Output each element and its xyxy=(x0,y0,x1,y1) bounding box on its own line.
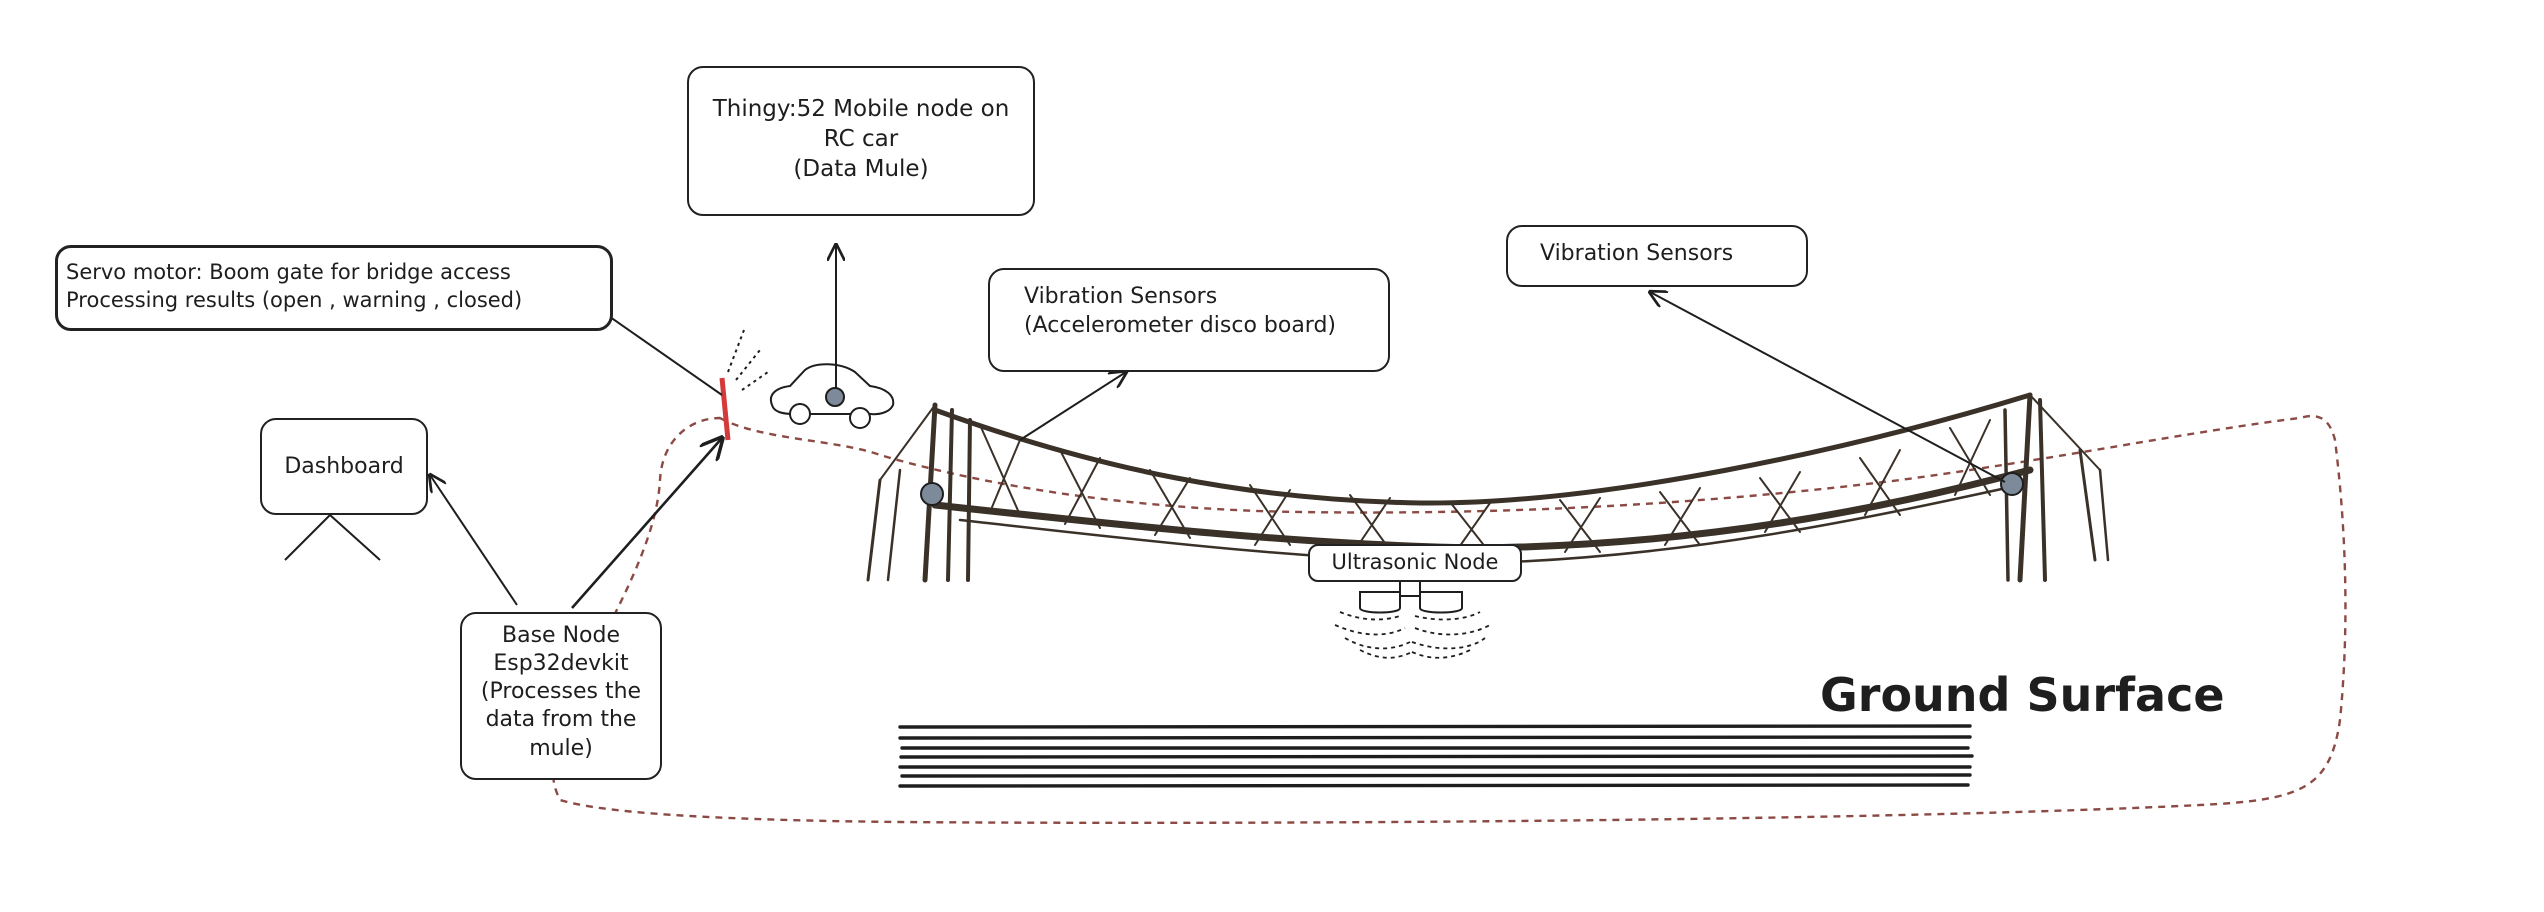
thingy-line-2: RC car xyxy=(823,126,899,152)
base-node-line-4: data from the xyxy=(485,707,637,733)
ultrasonic-node-label: Ultrasonic Node xyxy=(1331,550,1499,574)
base-node-line-1: Base Node xyxy=(502,623,620,648)
vibration-left-line-1: Vibration Sensors xyxy=(1024,284,1218,309)
vibration-sensor-right-dot xyxy=(2000,472,2024,496)
base-node-line-3: (Processes the xyxy=(480,679,642,705)
vibration-sensors-box-left: Vibration Sensors (Accelerometer disco b… xyxy=(988,268,1390,372)
ultrasonic-transducer-icon xyxy=(1359,578,1463,614)
ground-surface-lines xyxy=(898,724,1974,788)
ultrasonic-node-box: Ultrasonic Node xyxy=(1308,544,1522,582)
ground-surface-label: Ground Surface xyxy=(1820,668,2225,722)
vibration-right-label: Vibration Sensors xyxy=(1540,241,1734,266)
thingy-line-1: Thingy:52 Mobile node on xyxy=(712,96,1010,122)
vibration-left-line-2: (Accelerometer disco board) xyxy=(1024,313,1337,338)
rc-car-icon xyxy=(770,363,895,429)
ultrasonic-waves xyxy=(1334,611,1491,659)
thingy-line-3: (Data Mule) xyxy=(793,156,929,182)
vibration-sensors-box-right: Vibration Sensors xyxy=(1506,225,1808,287)
dashboard-box: Dashboard xyxy=(260,418,428,515)
servo-line-1: Servo motor: Boom gate for bridge access xyxy=(66,260,511,284)
thingy-mobile-node-box: Thingy:52 Mobile node on RC car (Data Mu… xyxy=(687,66,1035,216)
base-node-box: Base Node Esp32devkit (Processes the dat… xyxy=(460,612,662,780)
boom-gate-bar xyxy=(719,377,731,441)
mule-route-dashed-path xyxy=(548,414,2347,825)
dashboard-stand xyxy=(284,514,381,561)
servo-line-2: Processing results (open , warning , clo… xyxy=(66,288,523,312)
servo-motor-box: Servo motor: Boom gate for bridge access… xyxy=(55,245,613,331)
boom-gate-motion-lines xyxy=(727,329,769,391)
base-node-line-2: Esp32devkit xyxy=(493,651,629,677)
dashboard-label: Dashboard xyxy=(284,454,404,479)
vibration-sensor-left-dot xyxy=(920,482,944,506)
base-node-line-5: mule) xyxy=(529,735,593,761)
